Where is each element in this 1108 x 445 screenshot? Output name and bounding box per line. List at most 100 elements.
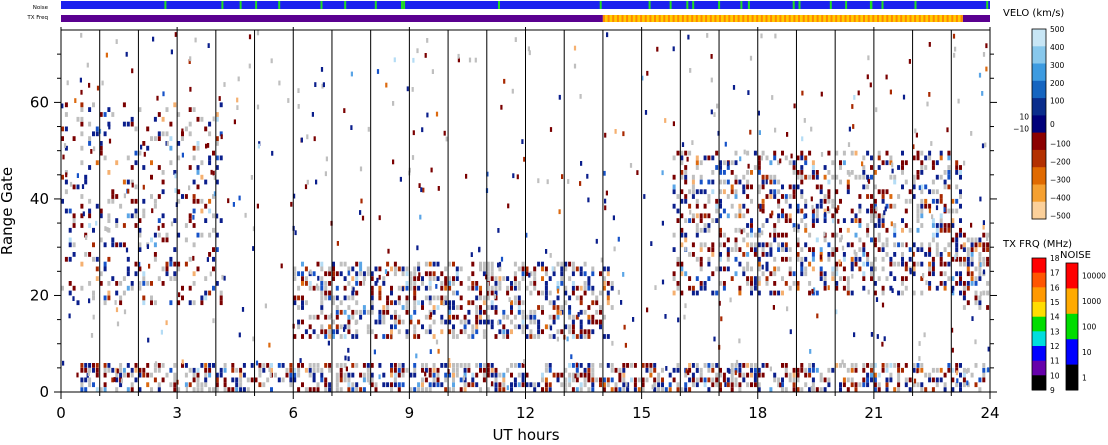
echo-cell	[281, 363, 285, 368]
echo-cell	[943, 247, 947, 252]
txfreq-colorbar-swatch	[1032, 346, 1046, 362]
echo-cell	[800, 179, 804, 185]
echo-cell	[966, 252, 970, 257]
echo-cell	[862, 184, 866, 190]
echo-cell	[918, 356, 921, 361]
echo-cell	[339, 367, 343, 373]
txfreq-strip-segment	[849, 15, 852, 22]
echo-cell	[513, 314, 517, 320]
echo-cell	[610, 363, 614, 368]
echo-cell	[862, 170, 866, 175]
echo-cell	[324, 387, 328, 392]
echo-cell	[429, 312, 433, 317]
echo-cell	[424, 329, 428, 335]
echo-cell	[974, 363, 978, 368]
x-tick-label: 3	[172, 404, 182, 422]
echo-cell	[684, 237, 688, 243]
echo-cell	[685, 368, 688, 374]
echo-cell	[448, 309, 452, 315]
echo-cell	[599, 324, 602, 330]
echo-cell	[703, 213, 707, 219]
echo-cell	[962, 261, 966, 267]
txfreq-strip-segment	[877, 15, 879, 22]
echo-cell	[881, 367, 885, 373]
txfreq-strip-segment	[816, 15, 819, 22]
echo-cell	[850, 377, 854, 383]
echo-cell	[475, 314, 479, 320]
echo-cell	[935, 174, 939, 180]
echo-cell	[516, 174, 519, 180]
echo-cell	[432, 261, 436, 267]
echo-cell	[448, 363, 452, 368]
echo-cell	[613, 246, 616, 252]
echo-cell	[904, 382, 908, 388]
echo-cell	[432, 305, 436, 310]
echo-cell	[173, 218, 177, 223]
echo-cell	[208, 208, 212, 214]
echo-cell	[928, 203, 932, 209]
echo-cell	[718, 300, 721, 306]
echo-cell	[962, 256, 966, 262]
echo-cell	[680, 387, 684, 392]
echo-cell	[111, 112, 115, 117]
echo-cell	[873, 170, 877, 175]
echo-cell	[777, 189, 781, 195]
noise-strip-spike	[374, 1, 377, 9]
echo-cell	[320, 367, 324, 373]
echo-cell	[591, 377, 595, 383]
echo-cell	[947, 208, 951, 214]
echo-cell	[409, 314, 413, 320]
noise-strip-spike	[599, 1, 602, 9]
echo-cell	[568, 309, 572, 315]
txfreq-strip-segment	[788, 15, 791, 22]
echo-cell	[959, 203, 962, 209]
echo-cell	[328, 290, 332, 296]
echo-cell	[870, 372, 873, 378]
echo-cell	[703, 155, 707, 161]
echo-cell	[699, 160, 703, 166]
echo-cell	[786, 132, 789, 137]
echo-cell	[610, 285, 614, 291]
echo-cell	[437, 186, 440, 191]
echo-cell	[730, 367, 734, 373]
echo-cell	[107, 256, 111, 262]
echo-cell	[600, 257, 603, 263]
echo-cell	[409, 372, 413, 378]
echo-cell	[796, 227, 800, 233]
echo-cell	[571, 271, 575, 277]
echo-cell	[753, 281, 757, 286]
echo-cell	[293, 377, 297, 383]
echo-cell	[467, 276, 471, 281]
echo-cell	[457, 57, 460, 63]
echo-cell	[889, 174, 893, 180]
echo-cell	[301, 363, 304, 368]
echo-cell	[644, 110, 648, 115]
echo-cell	[653, 382, 657, 388]
echo-cell	[978, 387, 982, 392]
echo-cell	[428, 324, 432, 330]
echo-cell	[130, 382, 134, 388]
echo-cell	[839, 237, 842, 243]
echo-cell	[987, 346, 990, 352]
echo-cell	[88, 252, 92, 257]
echo-cell	[397, 367, 401, 373]
echo-cell	[897, 382, 901, 388]
echo-cell	[556, 309, 560, 315]
echo-cell	[465, 173, 468, 179]
echo-cell	[126, 155, 130, 161]
echo-cell	[811, 256, 815, 262]
echo-cell	[126, 271, 130, 277]
echo-cell	[955, 382, 959, 388]
echo-cell	[827, 194, 831, 199]
echo-cell	[242, 387, 246, 392]
echo-cell	[552, 300, 556, 306]
echo-cell	[873, 237, 877, 243]
echo-cell	[92, 290, 95, 296]
echo-cell	[970, 372, 974, 378]
echo-cell	[130, 165, 134, 170]
echo-cell	[866, 377, 870, 383]
echo-cell	[351, 276, 355, 281]
